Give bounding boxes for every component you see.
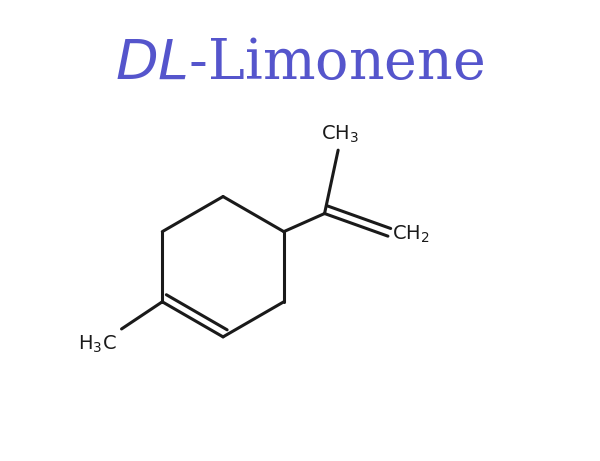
- Text: $\mathit{DL}$-Limonene: $\mathit{DL}$-Limonene: [115, 36, 485, 90]
- Text: CH$_3$: CH$_3$: [322, 124, 359, 145]
- Text: CH$_2$: CH$_2$: [392, 224, 429, 245]
- Text: H$_3$C: H$_3$C: [79, 333, 117, 355]
